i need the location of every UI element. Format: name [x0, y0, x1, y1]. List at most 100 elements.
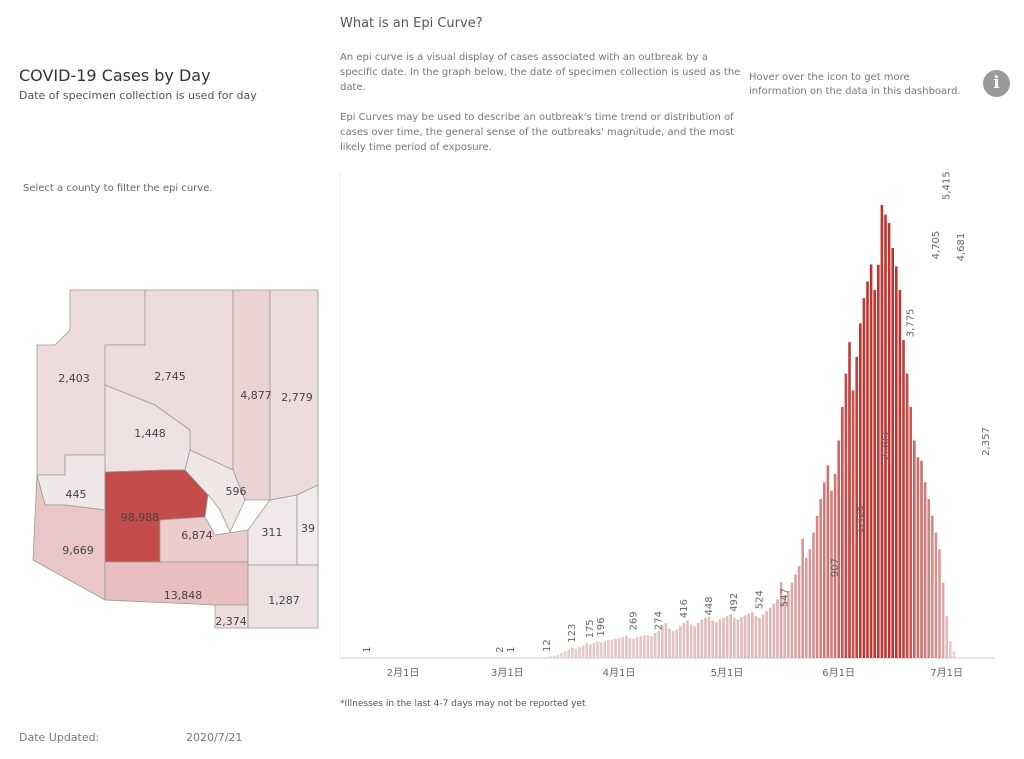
epi-bar[interactable] — [556, 654, 560, 658]
epi-bar[interactable] — [787, 591, 790, 658]
epi-bar[interactable] — [855, 356, 858, 658]
epi-bar[interactable] — [783, 595, 786, 658]
epi-bar[interactable] — [772, 603, 776, 658]
epi-bar[interactable] — [574, 648, 578, 658]
epi-bar[interactable] — [866, 281, 869, 658]
epi-bar[interactable] — [725, 616, 729, 658]
epi-bar[interactable] — [632, 638, 635, 658]
epi-bar[interactable] — [743, 615, 747, 658]
epi-bar[interactable] — [873, 289, 876, 658]
epi-bar[interactable] — [664, 623, 668, 658]
epi-bar[interactable] — [733, 617, 736, 658]
epi-bar[interactable] — [797, 565, 801, 658]
epi-bar[interactable] — [707, 616, 711, 658]
epi-bar[interactable] — [499, 657, 502, 659]
epi-bar[interactable] — [603, 641, 606, 658]
epi-bar[interactable] — [657, 631, 660, 658]
epi-bar[interactable] — [884, 214, 887, 658]
epi-bar[interactable] — [671, 631, 675, 658]
epi-bar[interactable] — [952, 651, 956, 658]
epi-bar[interactable] — [553, 655, 556, 658]
epi-bar[interactable] — [693, 626, 696, 658]
epi-bar[interactable] — [722, 617, 725, 658]
epi-bar[interactable] — [596, 641, 599, 658]
epi-bar[interactable] — [549, 656, 552, 658]
info-icon[interactable]: i — [983, 70, 1010, 97]
epi-bar[interactable] — [592, 642, 596, 658]
epi-bar[interactable] — [675, 629, 678, 658]
epi-bar[interactable] — [808, 549, 812, 658]
epi-bar[interactable] — [689, 624, 693, 658]
epi-bar[interactable] — [711, 620, 714, 658]
epi-bar[interactable] — [830, 490, 833, 658]
epi-bar[interactable] — [823, 482, 826, 658]
epi-bar[interactable] — [639, 636, 642, 658]
epi-bar[interactable] — [826, 465, 830, 658]
epi-bar[interactable] — [895, 266, 898, 658]
county-gila[interactable] — [184, 449, 246, 533]
epi-bar[interactable] — [751, 612, 754, 658]
epi-bar[interactable] — [779, 582, 783, 658]
epi-bar[interactable] — [661, 626, 664, 658]
epi-bar[interactable] — [898, 289, 902, 658]
epi-bar[interactable] — [927, 499, 930, 658]
epi-bar[interactable] — [697, 622, 700, 658]
epi-bar[interactable] — [545, 657, 549, 658]
epi-bar[interactable] — [700, 619, 704, 658]
epi-bar[interactable] — [614, 638, 617, 658]
epi-bar[interactable] — [704, 617, 707, 658]
epi-bar[interactable] — [837, 440, 840, 658]
epi-bar[interactable] — [365, 657, 369, 659]
county-yuma[interactable] — [32, 474, 106, 601]
epi-bar[interactable] — [941, 582, 945, 658]
epi-bar[interactable] — [805, 557, 808, 658]
epi-bar[interactable] — [682, 622, 686, 658]
epi-bar[interactable] — [776, 599, 779, 658]
epi-bar[interactable] — [801, 538, 804, 658]
epi-bar[interactable] — [841, 407, 844, 658]
epi-bar[interactable] — [819, 499, 822, 658]
epi-bar[interactable] — [646, 635, 650, 658]
epi-bar[interactable] — [599, 642, 603, 658]
epi-bar[interactable] — [920, 460, 923, 658]
epi-bar[interactable] — [625, 635, 628, 659]
epi-bar[interactable] — [679, 626, 682, 658]
epi-bar[interactable] — [923, 482, 927, 658]
epi-bar[interactable] — [862, 298, 866, 658]
epi-bar[interactable] — [851, 390, 855, 658]
epi-bar[interactable] — [905, 373, 909, 658]
epi-bar[interactable] — [509, 657, 513, 659]
epi-bar[interactable] — [833, 473, 837, 658]
epi-bar[interactable] — [844, 373, 848, 658]
epi-bar[interactable] — [607, 640, 610, 658]
epi-bar[interactable] — [931, 515, 934, 658]
epi-bar[interactable] — [740, 617, 743, 658]
epi-bar[interactable] — [650, 636, 653, 658]
epi-bar[interactable] — [938, 549, 941, 658]
epi-bar[interactable] — [794, 574, 797, 658]
epi-bar[interactable] — [635, 637, 639, 658]
epi-bar[interactable] — [945, 616, 948, 658]
epi-bar[interactable] — [790, 582, 794, 658]
epi-bar[interactable] — [949, 641, 952, 658]
county-navajo[interactable] — [232, 289, 271, 501]
epi-bar[interactable] — [715, 622, 718, 658]
epi-bar[interactable] — [902, 340, 905, 658]
epi-bar[interactable] — [571, 647, 574, 658]
epi-bar[interactable] — [859, 323, 862, 658]
county-cochise[interactable] — [247, 564, 319, 629]
epi-bar[interactable] — [589, 644, 592, 658]
epi-bar[interactable] — [581, 645, 585, 658]
epi-bar[interactable] — [877, 264, 880, 658]
epi-bar[interactable] — [909, 407, 912, 658]
epi-bar[interactable] — [754, 616, 758, 658]
epi-bar[interactable] — [887, 222, 891, 659]
epi-bar[interactable] — [758, 617, 761, 658]
epi-bar[interactable] — [563, 651, 567, 658]
epi-bar[interactable] — [815, 515, 819, 658]
epi-bar[interactable] — [653, 632, 657, 658]
epi-bar[interactable] — [747, 613, 750, 658]
epi-bar[interactable] — [880, 205, 884, 658]
epi-bar[interactable] — [934, 532, 938, 658]
epi-bar[interactable] — [812, 532, 815, 658]
